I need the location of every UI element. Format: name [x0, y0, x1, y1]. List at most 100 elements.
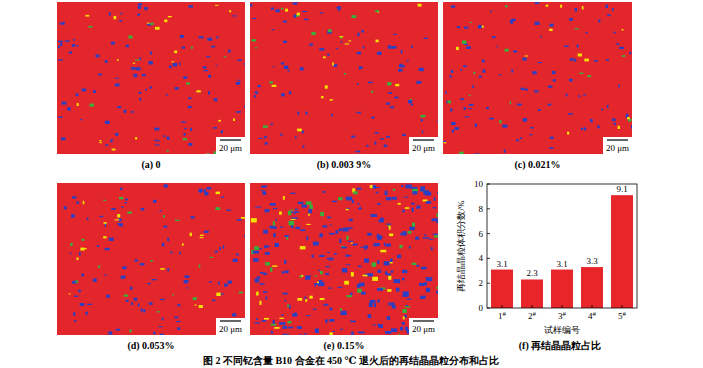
grain: [236, 82, 240, 85]
grain: [437, 213, 439, 217]
y-tick: [487, 233, 490, 234]
grain: [117, 59, 119, 60]
grain: [434, 235, 438, 237]
grain: [176, 321, 181, 322]
grain: [502, 125, 507, 128]
grain: [139, 57, 141, 59]
grain: [396, 288, 399, 292]
grain: [371, 91, 373, 93]
grain: [273, 208, 277, 209]
grain: [150, 260, 153, 262]
grain: [115, 133, 118, 136]
grain: [328, 29, 332, 32]
grain: [415, 237, 419, 240]
grain: [403, 231, 406, 236]
grain: [393, 189, 396, 191]
grain: [338, 197, 343, 200]
grain: [520, 137, 522, 139]
grain: [375, 10, 379, 12]
grain: [138, 6, 141, 9]
grain: [76, 93, 79, 96]
grain: [253, 18, 256, 19]
grain: [273, 227, 278, 229]
grain: [420, 82, 422, 84]
grain: [319, 255, 324, 257]
grain: [329, 319, 334, 322]
grain: [466, 46, 471, 49]
grain: [347, 255, 351, 256]
grain: [115, 78, 119, 79]
grain: [390, 106, 394, 108]
grain: [529, 134, 533, 135]
grain: [368, 82, 373, 84]
grain: [58, 117, 62, 118]
data-label: 2.3: [526, 268, 538, 278]
grain: [150, 86, 152, 89]
grain: [374, 303, 376, 307]
grain: [460, 69, 462, 71]
grain: [87, 218, 89, 221]
grain: [81, 239, 84, 241]
grain: [429, 239, 434, 240]
grain: [486, 107, 489, 109]
grain: [130, 287, 132, 290]
grain: [450, 109, 452, 112]
grain: [338, 287, 343, 288]
grain: [421, 119, 423, 121]
grain: [174, 317, 178, 319]
grain: [388, 92, 392, 94]
grain: [269, 81, 272, 83]
grain: [437, 286, 438, 289]
grain: [186, 82, 190, 84]
bars: [491, 195, 633, 308]
panel-label: (e) 0.15%: [323, 340, 364, 352]
x-tick: [532, 305, 533, 308]
grain: [315, 285, 317, 287]
grain: [629, 52, 631, 54]
grain: [420, 186, 425, 190]
scale-bar-label: 20 μm: [219, 324, 242, 334]
grain: [388, 335, 394, 336]
grain: [352, 200, 354, 204]
grain: [162, 318, 164, 321]
grain: [511, 69, 513, 72]
grain: [171, 61, 174, 62]
grain: [103, 200, 106, 201]
grain: [380, 138, 384, 139]
grain: [566, 94, 568, 97]
grain: [392, 305, 396, 308]
grain: [365, 248, 367, 250]
grain: [236, 253, 239, 255]
grain: [229, 10, 231, 12]
grain: [69, 52, 72, 54]
grain: [468, 108, 472, 109]
grain: [253, 258, 258, 262]
grain: [301, 229, 306, 231]
grain: [80, 248, 84, 251]
grain: [199, 36, 204, 38]
grain: [408, 231, 412, 234]
grain: [326, 273, 329, 275]
grain: [358, 266, 361, 268]
grain: [330, 224, 332, 225]
grain: [302, 11, 307, 12]
grain: [100, 142, 102, 143]
grain: [434, 197, 436, 200]
grain: [164, 20, 167, 23]
grain: [341, 329, 343, 331]
grain: [295, 227, 300, 229]
grain: [370, 300, 376, 303]
grain: [357, 52, 361, 54]
grain: [58, 46, 60, 49]
grain: [368, 314, 372, 318]
grain: [188, 97, 191, 99]
grain: [353, 191, 357, 194]
grain: [76, 202, 79, 204]
grain: [413, 191, 418, 194]
grain: [336, 48, 338, 49]
grain: [253, 251, 259, 254]
grain: [179, 63, 181, 66]
grain: [204, 70, 209, 71]
grain: [145, 89, 147, 91]
grain: [622, 29, 624, 31]
